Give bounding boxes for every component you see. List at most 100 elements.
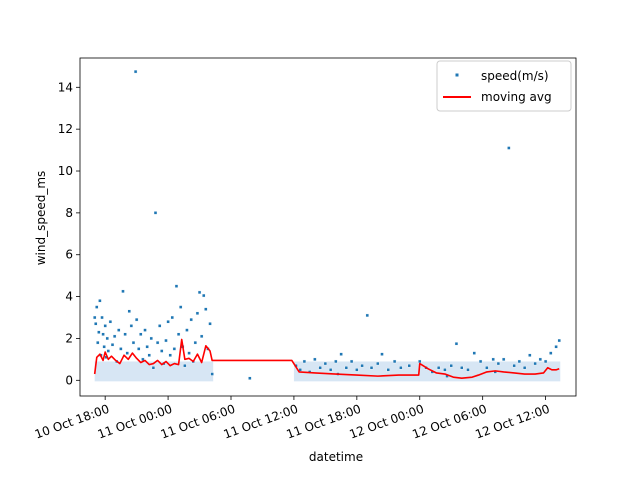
scatter-point <box>168 353 172 357</box>
scatter-point <box>103 324 107 328</box>
scatter-point <box>204 307 208 311</box>
moving-avg-line <box>93 338 560 380</box>
scatter-point <box>129 324 134 328</box>
y-tick-label: 2 <box>65 331 73 345</box>
legend-scatter-marker <box>455 73 459 77</box>
scatter-point <box>512 363 516 368</box>
scatter-point <box>98 299 102 303</box>
scatter-point <box>95 305 99 309</box>
scatter-point <box>380 352 384 356</box>
scatter-point <box>449 363 453 368</box>
scatter-point <box>543 359 548 364</box>
scatter-point <box>557 338 561 343</box>
scatter-point <box>195 311 200 316</box>
scatter-point <box>349 359 354 364</box>
scatter-point <box>189 317 193 322</box>
scatter-point <box>101 332 105 336</box>
scatter-point <box>199 334 204 339</box>
scatter-point <box>501 357 506 362</box>
scatter-point <box>193 340 198 345</box>
scatter-point <box>133 69 138 74</box>
scatter-point <box>147 353 151 357</box>
x-axis-title: datetime <box>309 450 363 464</box>
scatter-point <box>302 359 307 364</box>
plot-border <box>79 57 577 397</box>
scatter-point <box>554 345 558 349</box>
scatter-series-speed <box>92 69 561 380</box>
scatter-point <box>102 345 106 349</box>
legend: speed(m/s) moving avg <box>436 60 572 112</box>
scatter-point <box>386 368 390 372</box>
y-tick-label: 0 <box>65 373 73 387</box>
scatter-point <box>157 324 162 328</box>
scatter-point <box>208 322 212 326</box>
scatter-point <box>145 345 149 349</box>
scatter-point <box>121 289 125 294</box>
scatter-point <box>528 353 532 357</box>
scatter-point <box>313 357 317 362</box>
scatter-point <box>478 359 483 364</box>
scatter-point <box>170 315 174 320</box>
scatter-point <box>164 338 168 343</box>
scatter-point <box>117 328 121 332</box>
scatter-point <box>210 372 214 376</box>
scatter-point <box>369 366 374 370</box>
axes-frame <box>79 57 577 397</box>
y-tick-label: 6 <box>65 248 73 262</box>
scatter-point <box>131 340 136 345</box>
scatter-dense-region <box>293 361 561 382</box>
y-tick-label: 12 <box>58 122 73 136</box>
scatter-point <box>153 211 158 215</box>
scatter-point <box>149 336 154 341</box>
scatter-point <box>134 317 139 322</box>
scatter-point <box>92 315 97 320</box>
scatter-dense-region <box>94 361 214 382</box>
scatter-point <box>376 361 380 366</box>
scatter-point <box>328 368 333 372</box>
scatter-point <box>176 332 181 336</box>
moving-avg-series <box>93 338 560 380</box>
scatter-point <box>108 320 113 324</box>
scatter-point <box>334 359 338 364</box>
scatter-point <box>392 359 397 364</box>
scatter-point <box>549 351 553 355</box>
scatter-point <box>143 328 147 332</box>
scatter-point <box>454 341 459 346</box>
scatter-point <box>443 368 447 372</box>
y-axis-title: wind_speed_ms <box>34 171 48 266</box>
scatter-point <box>155 340 160 345</box>
scatter-point <box>160 349 164 353</box>
scatter-point <box>94 322 98 326</box>
y-tick-label: 8 <box>65 206 73 220</box>
scatter-point <box>365 313 370 318</box>
scatter-point <box>318 366 322 370</box>
scatter-point <box>106 349 111 353</box>
y-tick-label: 4 <box>65 290 73 304</box>
scatter-point <box>100 315 104 320</box>
scatter-point <box>197 290 202 295</box>
scatter-point <box>360 363 364 368</box>
scatter-point <box>187 351 191 355</box>
legend-label-moving-avg: moving avg <box>481 90 552 104</box>
scatter-point <box>248 376 252 380</box>
scatter-point <box>110 343 115 347</box>
scatter-point <box>466 368 470 372</box>
scatter-point <box>123 332 127 336</box>
scatter-point <box>166 320 170 324</box>
scatter-point <box>96 340 100 345</box>
scatter-point <box>178 305 183 309</box>
scatter-point <box>174 284 179 288</box>
scatter-point <box>112 334 117 339</box>
scatter-point <box>485 366 489 370</box>
scatter-point <box>507 146 511 150</box>
scatter-point <box>436 366 441 370</box>
scatter-point <box>407 363 411 368</box>
scatter-point <box>533 361 537 366</box>
scatter-point <box>125 351 129 355</box>
scatter-point <box>119 347 123 351</box>
scatter-point <box>137 347 141 351</box>
scatter-point <box>97 330 101 334</box>
scatter-point <box>517 359 522 364</box>
scatter-point <box>496 361 501 366</box>
